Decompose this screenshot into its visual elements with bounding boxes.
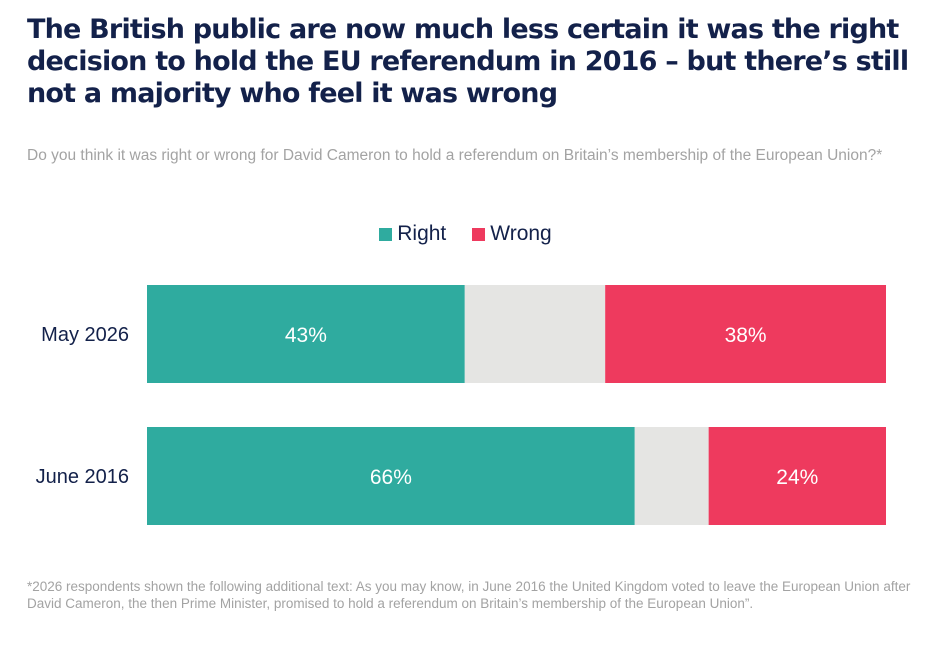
legend-item-wrong: Wrong — [472, 222, 552, 246]
bar-right-june-2016 — [147, 427, 635, 525]
legend-label-wrong: Wrong — [490, 222, 552, 245]
bar-neither-june-2016 — [634, 427, 709, 525]
bar-neither-may-2026 — [464, 285, 606, 383]
legend: Right Wrong — [0, 222, 931, 246]
bar-right-may-2026 — [147, 285, 465, 383]
footnote: *2026 respondents shown the following ad… — [27, 579, 911, 611]
data-label-wrong-june-2016: 24% — [776, 466, 818, 489]
legend-swatch-wrong — [472, 227, 486, 241]
data-label-right-may-2026: 43% — [285, 324, 327, 347]
legend-label-right: Right — [397, 222, 447, 245]
category-label-june-2016: June 2016 — [36, 466, 129, 488]
bar-wrong-june-2016 — [708, 427, 886, 525]
bar-wrong-may-2026 — [605, 285, 886, 383]
chart-title: The British public are now much less cer… — [27, 14, 909, 109]
category-label-may-2026: May 2026 — [41, 324, 129, 346]
legend-item-right: Right — [379, 222, 446, 246]
data-label-right-june-2016: 66% — [370, 466, 412, 489]
chart-subtitle: Do you think it was right or wrong for D… — [27, 147, 883, 164]
data-label-wrong-may-2026: 38% — [725, 324, 767, 347]
legend-swatch-right — [379, 227, 393, 241]
